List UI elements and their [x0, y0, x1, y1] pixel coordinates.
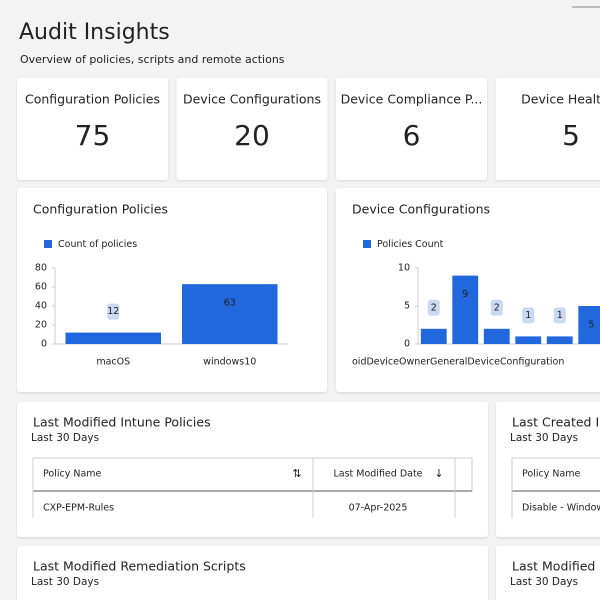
y-tick-label: 20: [35, 320, 47, 331]
column-header[interactable]: Last Modified Date: [333, 469, 422, 480]
table-title: Last Modified Intune Policies: [33, 415, 211, 430]
sort-icon[interactable]: ↓: [434, 467, 443, 480]
value-label-bg: [107, 303, 120, 320]
bar: [452, 275, 479, 344]
card: [17, 78, 168, 180]
kpi-label: Device Configurations: [183, 92, 321, 107]
card: [176, 78, 328, 180]
legend-swatch: [363, 240, 371, 248]
bar: [420, 328, 447, 344]
column-header[interactable]: Policy Name: [522, 469, 581, 480]
kpi-label: Device Compliance P...: [341, 92, 483, 107]
column-header[interactable]: Policy Name: [43, 469, 102, 480]
table-cell: 07-Apr-2025: [349, 503, 408, 514]
value-label: 9: [462, 289, 468, 300]
scroll-hint: [572, 6, 600, 8]
kpi-value: 5: [562, 119, 580, 152]
value-label: 63: [224, 298, 236, 309]
bar: [181, 284, 278, 344]
x-tick-label: macOS: [96, 357, 130, 368]
chart-title: Configuration Policies: [33, 202, 168, 217]
bar: [546, 336, 573, 344]
kpi-value: 6: [403, 119, 421, 152]
sort-icon[interactable]: ⇅: [292, 467, 301, 480]
y-tick-label: 40: [35, 301, 47, 312]
legend-label: Policies Count: [377, 239, 444, 250]
table-subtitle: Last 30 Days: [31, 432, 99, 444]
table-title: Last Modified Remediation Scripts: [33, 559, 246, 574]
kpi-label: Device Health S: [521, 92, 600, 107]
bar: [515, 336, 542, 344]
page-subtitle: Overview of policies, scripts and remote…: [20, 53, 285, 66]
value-label-bg: [553, 307, 566, 324]
bar: [578, 306, 600, 344]
value-label: 2: [494, 302, 500, 313]
legend-swatch: [44, 240, 52, 248]
y-tick-label: 0: [41, 339, 47, 350]
kpi-label: Configuration Policies: [25, 92, 160, 107]
value-label-bg: [490, 299, 503, 316]
card: [17, 546, 488, 600]
x-tick-label: oidDeviceOwnerGeneralDeviceConfiguration: [352, 357, 564, 368]
value-label: 5: [588, 320, 594, 331]
bar: [65, 332, 162, 344]
y-tick-label: 10: [398, 263, 410, 274]
card: [336, 78, 487, 180]
table-subtitle: Last 30 Days: [510, 432, 578, 444]
card: [17, 188, 327, 392]
page-title: Audit Insights: [19, 20, 170, 45]
value-label: 1: [525, 310, 531, 321]
value-label: 12: [107, 306, 119, 317]
value-label: 1: [557, 310, 563, 321]
table-subtitle: Last 30 Days: [510, 576, 578, 588]
kpi-value: 75: [75, 119, 111, 152]
table-subtitle: Last 30 Days: [31, 576, 99, 588]
legend-label: Count of policies: [58, 239, 137, 250]
card: [495, 78, 600, 180]
value-label-bg: [427, 299, 440, 316]
kpi-value: 20: [234, 119, 270, 152]
table-title: Last Modified Sc: [512, 559, 600, 574]
table-title: Last Created Int: [512, 415, 600, 430]
bar: [483, 328, 510, 344]
y-tick-label: 5: [404, 301, 410, 312]
x-tick-label: windows10: [203, 357, 256, 368]
value-label: 2: [431, 302, 437, 313]
table-header: [32, 457, 473, 492]
y-tick-label: 60: [35, 282, 47, 293]
y-tick-label: 0: [404, 339, 410, 350]
value-label-bg: [522, 307, 535, 324]
table-cell: CXP-EPM-Rules: [43, 503, 114, 514]
chart-title: Device Configurations: [352, 202, 490, 217]
y-tick-label: 80: [35, 263, 47, 274]
table-cell: Disable - Windows: [522, 503, 600, 514]
card: [496, 546, 600, 600]
table-header: [511, 457, 600, 492]
